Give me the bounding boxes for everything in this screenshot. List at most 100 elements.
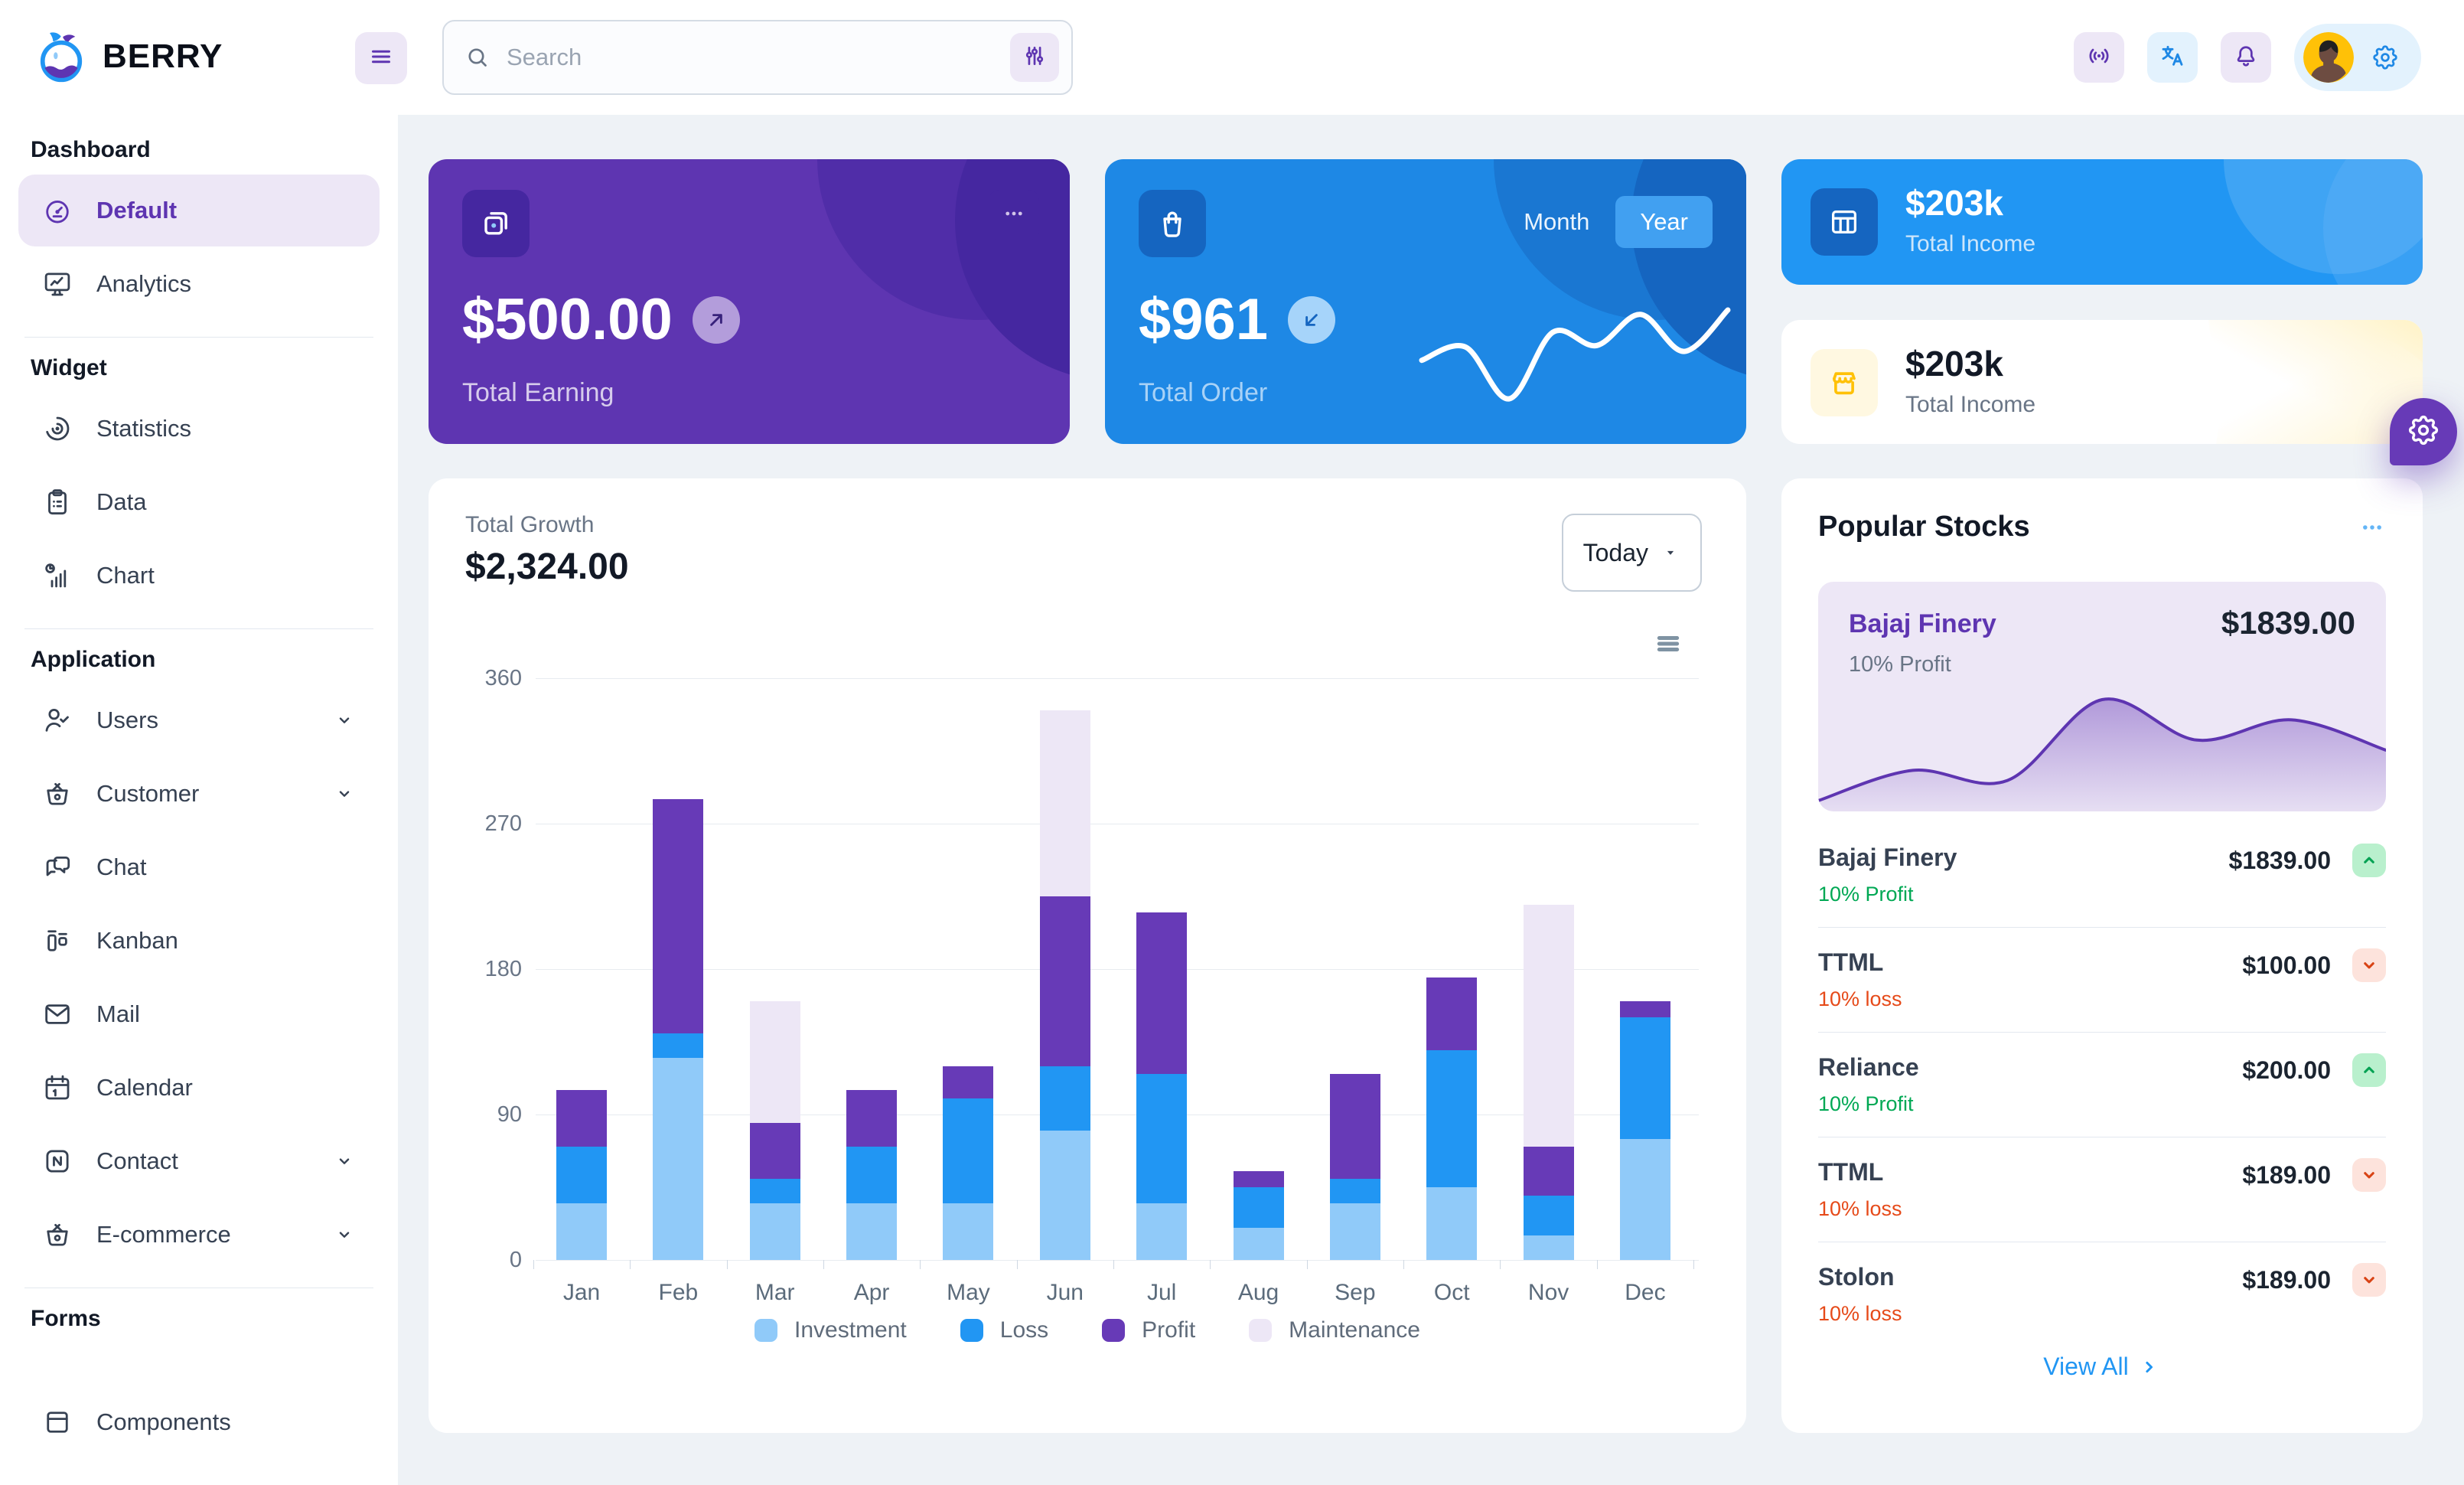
bar-segment-maintenance	[1523, 904, 1574, 1147]
bar-segment-loss	[943, 1098, 994, 1204]
order-sparkline-chart	[1419, 307, 1731, 402]
x-axis-tick	[1693, 1260, 1695, 1269]
stock-row[interactable]: Stolon 10% loss $189.00	[1818, 1242, 2386, 1346]
calendar-icon	[41, 1072, 73, 1104]
stock-name: Stolon	[1818, 1263, 1895, 1291]
language-button[interactable]	[2147, 32, 2198, 83]
chart-gridline	[536, 678, 1699, 679]
stocks-menu-button[interactable]	[2355, 511, 2389, 544]
legend-swatch	[1249, 1319, 1273, 1342]
berry-logo-icon	[40, 32, 83, 83]
bar-segment-profit	[1233, 1170, 1284, 1188]
legend-item-profit[interactable]: Profit	[1102, 1317, 1195, 1343]
sidebar-item-statistics[interactable]: Statistics	[18, 393, 380, 465]
stock-change: 10% loss	[1818, 987, 1902, 1010]
bar-segment-maintenance	[1039, 710, 1090, 897]
legend-item-investment[interactable]: Investment	[755, 1317, 907, 1343]
dots-icon	[1000, 200, 1028, 231]
stock-price: $100.00	[2242, 951, 2331, 979]
stock-change: 10% Profit	[1818, 883, 1914, 906]
x-axis-label: Oct	[1433, 1280, 1470, 1305]
legend-item-loss[interactable]: Loss	[960, 1317, 1048, 1343]
earning-menu-button[interactable]	[989, 190, 1039, 240]
stock-row[interactable]: TTML 10% loss $100.00	[1818, 928, 2386, 1033]
chevron-down-badge[interactable]	[2352, 1158, 2386, 1192]
toggle-month-button[interactable]: Month	[1524, 208, 1590, 235]
sidebar-item-kanban[interactable]: Kanban	[18, 905, 380, 977]
order-period-toggle: Month Year	[1524, 196, 1713, 248]
search-filter-button[interactable]	[1010, 33, 1059, 82]
sidebar-item-users[interactable]: Users	[18, 684, 380, 756]
total-income-light-card: $203k Total Income	[1781, 320, 2423, 444]
stock-row[interactable]: TTML 10% loss $189.00	[1818, 1137, 2386, 1242]
chart-toolbar-menu[interactable]	[1653, 628, 1683, 659]
sidebar-item-default[interactable]: Default	[18, 175, 380, 246]
sidebar-item-customer[interactable]: Customer	[18, 758, 380, 830]
sidebar-section-title: Dashboard	[31, 137, 151, 162]
bar-segment-investment	[1136, 1203, 1188, 1260]
bar-stack-may[interactable]	[943, 1066, 994, 1260]
sidebar-item-label: Chat	[96, 853, 147, 880]
sidebar-item-data[interactable]: Data	[18, 466, 380, 538]
sidebar-item-label: Users	[96, 707, 158, 733]
gauge-icon	[41, 194, 73, 227]
featured-stock-card[interactable]: Bajaj Finery $1839.00 10% Profit	[1818, 582, 2386, 811]
income-light-value: $203k	[1905, 344, 2003, 383]
chevron-down-icon	[332, 708, 357, 733]
basket-icon	[41, 1219, 73, 1251]
sidebar-item-analytics[interactable]: Analytics	[18, 248, 380, 320]
growth-label: Total Growth	[465, 512, 595, 537]
bar-stack-jul[interactable]	[1136, 912, 1188, 1260]
bar-stack-oct[interactable]	[1426, 977, 1478, 1260]
x-axis-label: Dec	[1625, 1280, 1666, 1305]
bar-segment-investment	[943, 1203, 994, 1260]
chart-gridline	[536, 969, 1699, 970]
chevron-down-badge[interactable]	[2352, 948, 2386, 982]
search-input[interactable]	[491, 44, 1010, 71]
bar-stack-aug[interactable]	[1233, 1170, 1284, 1260]
bar-stack-jan[interactable]	[556, 1090, 607, 1260]
sidebar-item-label: Calendar	[96, 1074, 193, 1101]
bar-stack-dec[interactable]	[1619, 1001, 1670, 1260]
sidebar-item-contact[interactable]: Contact	[18, 1125, 380, 1197]
bar-stack-jun[interactable]	[1039, 710, 1090, 1260]
legend-item-maintenance[interactable]: Maintenance	[1249, 1317, 1420, 1343]
bar-stack-mar[interactable]	[749, 1001, 800, 1260]
broadcast-button[interactable]	[2074, 32, 2124, 83]
customizer-fab-button[interactable]	[2390, 398, 2457, 465]
sidebar-item-chart[interactable]: Chart	[18, 540, 380, 612]
sidebar-item-chat[interactable]: Chat	[18, 831, 380, 903]
usercheck-icon	[41, 704, 73, 736]
bar-segment-investment	[1619, 1138, 1670, 1260]
bar-stack-apr[interactable]	[846, 1090, 898, 1260]
total-earning-value: $500.00	[462, 287, 673, 352]
chevron-down-badge[interactable]	[2352, 1263, 2386, 1297]
profile-menu-button[interactable]	[2294, 24, 2421, 91]
kanban-icon	[41, 925, 73, 957]
notifications-button[interactable]	[2221, 32, 2271, 83]
sidebar-toggle-button[interactable]	[355, 32, 407, 84]
stock-row[interactable]: Bajaj Finery 10% Profit $1839.00	[1818, 823, 2386, 928]
sidebar-item-label: Customer	[96, 780, 200, 807]
bar-stack-feb[interactable]	[653, 799, 704, 1260]
sidebar-item-calendar[interactable]: Calendar	[18, 1052, 380, 1124]
chevron-up-badge[interactable]	[2352, 844, 2386, 877]
bar-stack-sep[interactable]	[1329, 1074, 1380, 1260]
view-all-link[interactable]: View All	[1781, 1353, 2423, 1381]
chevron-up-badge[interactable]	[2352, 1053, 2386, 1087]
bar-segment-loss	[1426, 1049, 1478, 1187]
sidebar-item-components[interactable]: Components	[18, 1386, 380, 1458]
popular-stocks-card: Popular Stocks Bajaj Finery $1839.00 10%…	[1781, 478, 2423, 1433]
sidebar-item-e-commerce[interactable]: E-commerce	[18, 1199, 380, 1271]
sidebar-item-mail[interactable]: Mail	[18, 978, 380, 1050]
trend-down-chip[interactable]	[1288, 296, 1336, 344]
toggle-year-button[interactable]: Year	[1615, 196, 1713, 248]
trend-up-chip[interactable]	[692, 296, 740, 344]
growth-period-select[interactable]: Today	[1561, 514, 1702, 592]
bar-stack-nov[interactable]	[1523, 904, 1574, 1260]
x-axis-label: Nov	[1527, 1280, 1569, 1305]
arrow-down-left-icon	[1305, 314, 1318, 326]
bar-segment-investment	[1523, 1235, 1574, 1260]
broadcast-icon	[2085, 42, 2113, 73]
stock-row[interactable]: Reliance 10% Profit $200.00	[1818, 1033, 2386, 1137]
